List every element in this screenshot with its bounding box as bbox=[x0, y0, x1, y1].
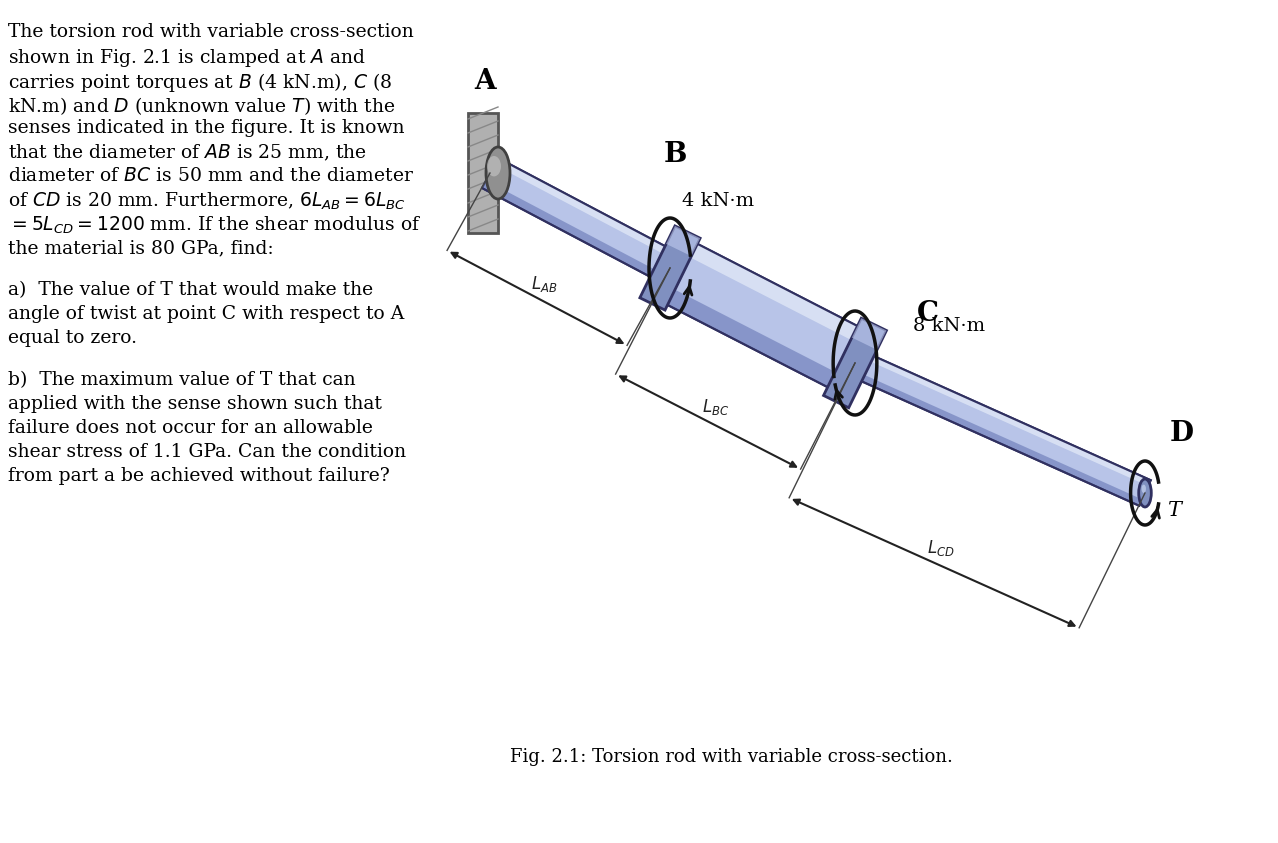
Polygon shape bbox=[468, 113, 498, 233]
Polygon shape bbox=[482, 158, 677, 283]
Text: A: A bbox=[474, 68, 496, 95]
Text: $= 5L_{CD} = 1200$ mm. If the shear modulus of: $= 5L_{CD} = 1200$ mm. If the shear modu… bbox=[8, 215, 422, 236]
Text: C: C bbox=[918, 299, 939, 326]
Polygon shape bbox=[666, 226, 700, 256]
Text: $L_{BC}$: $L_{BC}$ bbox=[702, 397, 728, 417]
Text: that the diameter of $AB$ is 25 mm, the: that the diameter of $AB$ is 25 mm, the bbox=[8, 143, 367, 164]
Polygon shape bbox=[852, 318, 887, 350]
Text: T: T bbox=[1167, 502, 1181, 520]
Polygon shape bbox=[858, 350, 1150, 486]
Text: applied with the sense shown such that: applied with the sense shown such that bbox=[8, 395, 382, 413]
Text: from part a be achieved without failure?: from part a be achieved without failure? bbox=[8, 467, 390, 485]
Text: carries point torques at $B$ (4 kN.m), $C$ (8: carries point torques at $B$ (4 kN.m), $… bbox=[8, 71, 392, 94]
Ellipse shape bbox=[1141, 485, 1146, 493]
Text: angle of twist at point C with respect to A: angle of twist at point C with respect t… bbox=[8, 305, 404, 323]
Text: Fig. 2.1: Torsion rod with variable cross-section.: Fig. 2.1: Torsion rod with variable cros… bbox=[510, 748, 953, 766]
Text: of $CD$ is 20 mm. Furthermore, $6L_{AB} = 6L_{BC}$: of $CD$ is 20 mm. Furthermore, $6L_{AB} … bbox=[8, 191, 405, 212]
Text: $L_{AB}$: $L_{AB}$ bbox=[532, 274, 557, 293]
Polygon shape bbox=[640, 226, 700, 310]
Text: The torsion rod with variable cross-section: The torsion rod with variable cross-sect… bbox=[8, 23, 414, 41]
Polygon shape bbox=[482, 180, 666, 283]
Polygon shape bbox=[654, 283, 847, 393]
Text: a)  The value of T that would make the: a) The value of T that would make the bbox=[8, 281, 373, 299]
Polygon shape bbox=[654, 238, 870, 393]
Text: shown in Fig. 2.1 is clamped at $A$ and: shown in Fig. 2.1 is clamped at $A$ and bbox=[8, 47, 366, 69]
Text: 8 kN·m: 8 kN·m bbox=[912, 317, 985, 335]
Text: kN.m) and $D$ (unknown value $T$) with the: kN.m) and $D$ (unknown value $T$) with t… bbox=[8, 95, 396, 117]
Text: the material is 80 GPa, find:: the material is 80 GPa, find: bbox=[8, 239, 273, 257]
Text: diameter of $BC$ is 50 mm and the diameter: diameter of $BC$ is 50 mm and the diamet… bbox=[8, 167, 414, 185]
Text: $L_{CD}$: $L_{CD}$ bbox=[927, 538, 955, 558]
Text: 4 kN·m: 4 kN·m bbox=[682, 192, 754, 210]
Text: equal to zero.: equal to zero. bbox=[8, 329, 137, 347]
Polygon shape bbox=[823, 318, 887, 408]
Polygon shape bbox=[850, 369, 1143, 506]
Text: D: D bbox=[1169, 420, 1194, 447]
Text: failure does not occur for an allowable: failure does not occur for an allowable bbox=[8, 419, 373, 437]
Polygon shape bbox=[679, 238, 870, 346]
Text: b)  The maximum value of T that can: b) The maximum value of T that can bbox=[8, 371, 355, 389]
Ellipse shape bbox=[1139, 479, 1151, 507]
Text: B: B bbox=[663, 141, 686, 168]
Text: shear stress of 1.1 GPa. Can the condition: shear stress of 1.1 GPa. Can the conditi… bbox=[8, 443, 406, 461]
Ellipse shape bbox=[487, 156, 501, 176]
Polygon shape bbox=[850, 350, 1150, 506]
Text: senses indicated in the figure. It is known: senses indicated in the figure. It is kn… bbox=[8, 119, 405, 137]
Polygon shape bbox=[495, 158, 677, 260]
Ellipse shape bbox=[486, 147, 510, 199]
